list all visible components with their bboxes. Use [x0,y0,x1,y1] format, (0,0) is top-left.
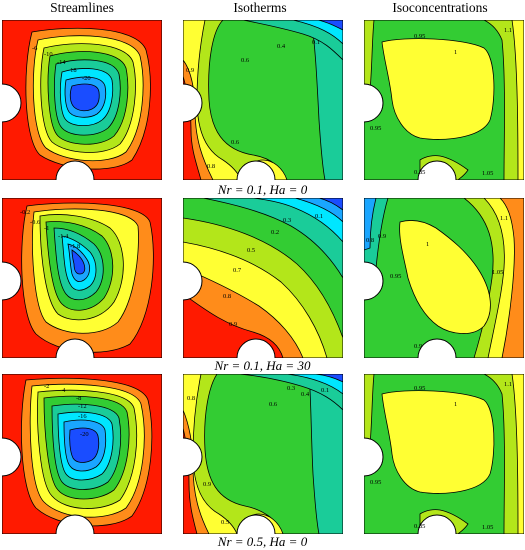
isotherm-label: 0.1 [321,387,329,394]
isotherms-panel-row2: 0.1 0.3 0.2 0.5 0.7 0.8 0.9 [183,198,343,358]
isoconcentration-label: 0.85 [414,169,425,176]
isotherm-label: 0.1 [312,39,320,46]
streamline-label: -1.8 [70,243,80,250]
streamline-label: -1 [44,225,49,232]
isoconcentration-label: 0.95 [370,125,381,132]
column-title-streamlines: Streamlines [50,0,114,15]
column-title-isotherms: Isotherms [233,0,287,15]
streamlines-panel-row2: -0.2 -0.6 -1 -1.4 -1.8 [2,198,162,358]
isotherm-label: 0.9 [229,321,237,328]
column-title-isoconcentrations: Isoconcentrations [392,0,488,15]
isoconcentrations-panel-row3: 1.1 0.95 1 0.95 1.05 0.85 [364,374,524,534]
isoconcentration-label: 0.95 [370,479,381,486]
isotherm-label: 0.9 [203,481,211,488]
streamline-label: -20 [82,75,91,82]
streamline-label: -0.6 [30,219,41,226]
isoconcentration-label: 1.1 [500,215,508,222]
row-caption-3: Nr = 0.5, Ha = 0 [217,534,308,549]
isoconcentration-label: 0.9 [378,233,386,240]
streamline-label: -20 [80,431,89,438]
isotherm-label: 0.8 [187,395,195,402]
streamline-label: -12 [78,403,87,410]
isoconcentration-label: 0.9 [414,343,422,350]
streamlines-panel-row3: -2 -4 -8 -12 -16 -20 [2,374,162,534]
row-caption-2: Nr = 0.1, Ha = 30 [214,358,311,373]
isoconcentration-label: 1.1 [504,381,512,388]
isotherm-label: 0.1 [315,213,323,220]
streamline-label: -16 [78,413,87,420]
streamline-label: -6 [32,45,38,52]
isoconcentration-label: 0.95 [390,273,401,280]
isotherm-label: 0.7 [233,267,242,274]
streamline-label: -2 [44,383,49,390]
isotherm-label: 0.4 [301,391,310,398]
row-caption-1: Nr = 0.1, Ha = 0 [217,182,308,197]
isotherm-label: 0.3 [283,217,291,224]
isoconcentrations-panel-row1: 1.1 0.95 1 0.95 1.05 0.85 [364,20,524,180]
isotherm-label: 0.5 [247,247,255,254]
isoconcentrations-panel-row2: 1.1 0.8 0.9 1 0.95 1.05 0.9 [364,198,524,358]
streamline-label: -14 [57,59,66,66]
isoconcentration-label: 1.1 [504,27,512,34]
isotherms-panel-row1: 0.4 0.1 0.6 0.9 0.6 0.8 [183,20,343,180]
streamline-label: -0.2 [20,209,30,216]
isotherm-label: 0.4 [277,43,286,50]
streamline-label: -18 [68,67,77,74]
isotherm-label: 0.9 [186,67,194,74]
isotherm-label: 0.8 [223,293,231,300]
streamline-label: -1.4 [58,233,69,240]
isoconcentration-label: 0.85 [414,523,425,530]
isoconcentration-label: 0.95 [414,33,425,40]
isotherm-label: 0.6 [231,139,240,146]
isotherm-label: 0.5 [221,519,229,526]
isoconcentration-label: 1 [426,241,429,248]
streamline-label: -10 [44,51,53,58]
isotherm-label: 0.6 [269,401,278,408]
isoconcentration-label: 1 [454,49,457,56]
streamline-label: -4 [60,387,66,394]
isotherm-label: 0.8 [207,163,215,170]
isoconcentration-label: 1.05 [482,170,493,177]
streamline-label: -8 [76,395,81,402]
isoconcentration-label: 0.95 [414,385,425,392]
isotherm-label: 0.6 [241,57,250,64]
isoconcentration-label: 1.05 [482,524,493,531]
streamlines-panel-row1: -6 -10 -14 -18 -20 [2,20,162,180]
isotherm-label: 0.2 [271,229,279,236]
isotherms-panel-row3: 0.3 0.4 0.1 0.8 0.6 0.9 0.5 [183,374,343,534]
isotherm-label: 0.3 [287,385,295,392]
isoconcentration-label: 1 [454,401,457,408]
isoconcentration-label: 1.05 [492,269,503,276]
isoconcentration-label: 0.8 [366,237,374,244]
